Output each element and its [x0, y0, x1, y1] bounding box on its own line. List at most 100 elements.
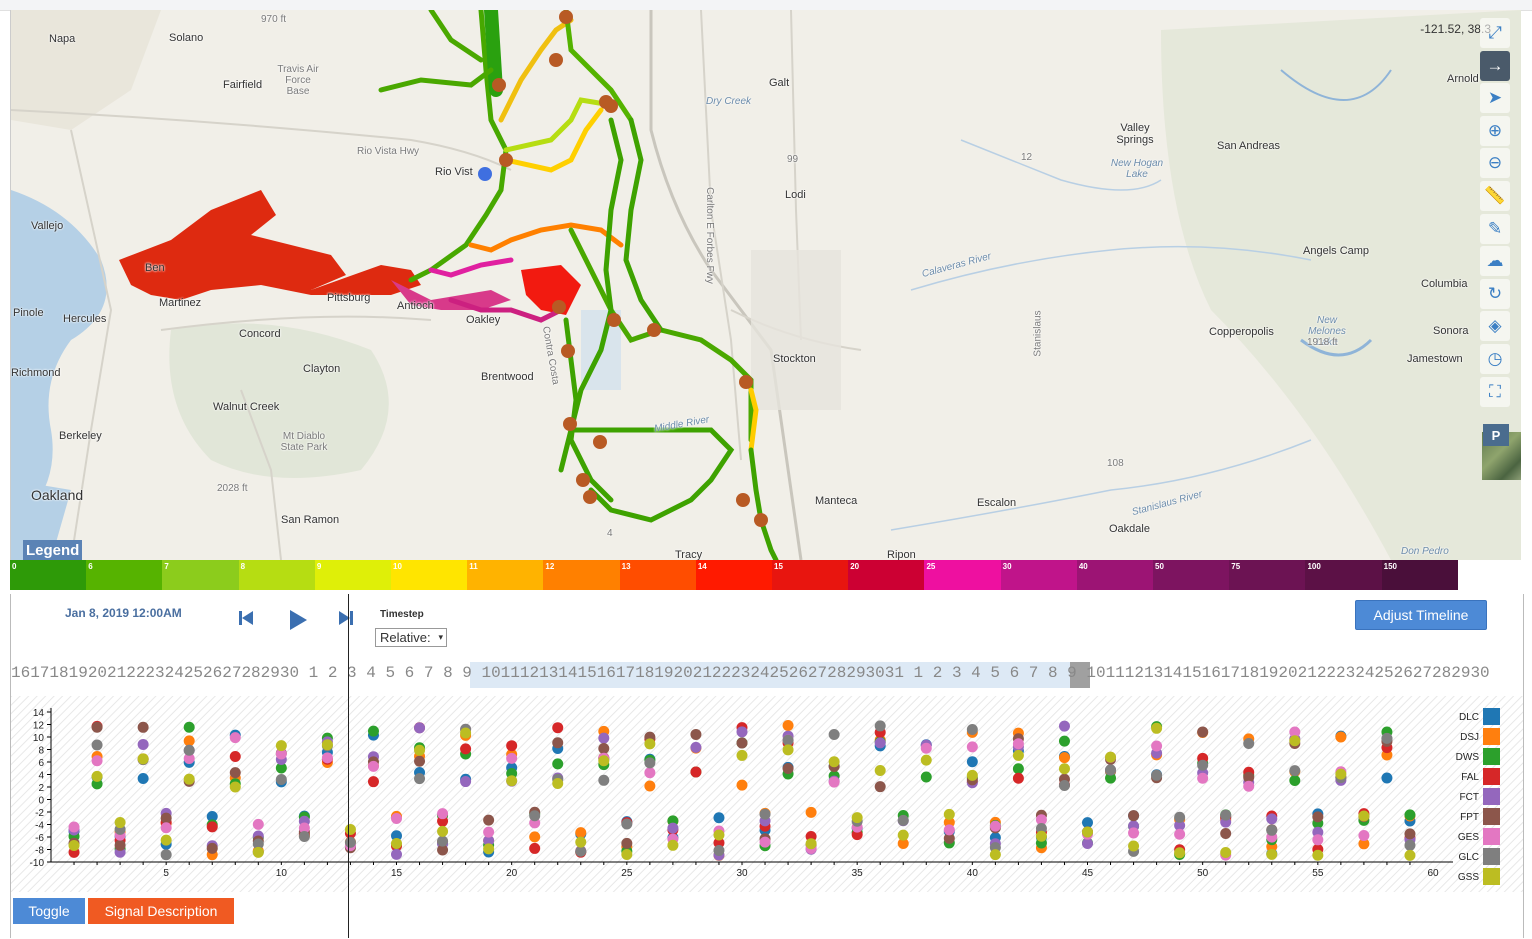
- map-label: Travis Air Force Base: [277, 64, 319, 97]
- y-tick-label: -2: [35, 808, 44, 819]
- data-point: [321, 739, 333, 751]
- data-point: [1381, 732, 1393, 744]
- legend-label: DWS: [1456, 752, 1480, 763]
- legend-label: FAL: [1461, 772, 1479, 783]
- data-point: [920, 742, 932, 754]
- refresh-icon[interactable]: ↻: [1480, 278, 1510, 309]
- map-label: Jamestown: [1407, 353, 1463, 365]
- timestep-value: Relative:: [380, 630, 431, 645]
- data-point: [1082, 817, 1093, 829]
- x-tick-label: 30: [736, 868, 748, 879]
- data-point: [575, 845, 587, 857]
- timeline-selected-range[interactable]: [470, 662, 1089, 688]
- data-point: [874, 720, 886, 732]
- data-point: [690, 741, 702, 753]
- fullscreen-icon[interactable]: ⤢: [1480, 18, 1510, 48]
- signal-description-button[interactable]: Signal Description: [88, 898, 234, 924]
- data-point: [1058, 779, 1070, 791]
- skip-forward-button[interactable]: [337, 608, 355, 634]
- data-point: [598, 755, 610, 767]
- data-point: [989, 849, 1001, 861]
- legend-swatch: [1483, 728, 1500, 745]
- adjust-timeline-button[interactable]: Adjust Timeline: [1355, 600, 1487, 630]
- timestep-select[interactable]: Relative: ▾: [375, 628, 447, 647]
- data-point: [1105, 751, 1117, 763]
- color-scale-label: 12: [545, 562, 555, 571]
- color-scale-label: 25: [926, 562, 936, 571]
- data-point: [1243, 737, 1255, 749]
- map-label: Sonora: [1433, 325, 1469, 337]
- color-scale-segment: 14: [695, 560, 773, 590]
- data-point: [1035, 830, 1047, 842]
- data-point: [598, 743, 610, 755]
- data-point: [529, 831, 541, 843]
- data-point: [321, 752, 333, 764]
- map-label: Brentwood: [481, 371, 534, 383]
- data-point: [1289, 726, 1301, 738]
- data-point: [275, 762, 287, 774]
- map-label: 2028 ft: [217, 483, 248, 494]
- map-label: 108: [1107, 458, 1124, 469]
- data-point: [1128, 810, 1140, 822]
- x-tick-label: 40: [967, 868, 979, 879]
- data-point: [920, 771, 932, 783]
- data-point: [1266, 813, 1278, 825]
- data-point: [828, 728, 840, 740]
- data-point: [1312, 811, 1324, 823]
- data-point: [437, 835, 449, 847]
- clock-icon[interactable]: ◷: [1480, 343, 1510, 374]
- zoom-out-icon[interactable]: ⊖: [1480, 148, 1510, 179]
- data-point: [483, 814, 495, 826]
- data-point: [644, 780, 656, 792]
- map-label: Oakland: [31, 487, 84, 503]
- color-scale-segment: 11: [467, 560, 544, 590]
- x-tick-label: 10: [276, 868, 288, 879]
- layers-icon[interactable]: ◈: [1480, 311, 1510, 342]
- color-scale-label: 0: [12, 562, 17, 571]
- timeline-handle[interactable]: [1070, 662, 1090, 688]
- data-point: [851, 829, 863, 841]
- data-point: [644, 767, 656, 779]
- map-label: Fairfield: [223, 79, 263, 91]
- time-cursor-line[interactable]: [348, 594, 349, 938]
- cloud-upload-icon[interactable]: ☁: [1480, 246, 1510, 277]
- data-point: [575, 836, 587, 848]
- zoom-in-icon[interactable]: ⊕: [1480, 115, 1510, 146]
- y-tick-label: -4: [35, 821, 44, 832]
- data-point: [1174, 828, 1186, 840]
- play-button[interactable]: [287, 608, 309, 638]
- legend-button[interactable]: Legend: [23, 540, 83, 560]
- basemap-toggle-button[interactable]: P: [1483, 424, 1509, 446]
- toggle-button[interactable]: Toggle: [13, 898, 85, 924]
- data-point: [966, 741, 978, 753]
- map-label: Oakley: [466, 314, 501, 326]
- data-point: [437, 825, 449, 837]
- data-point: [1289, 735, 1301, 747]
- skip-back-button[interactable]: [237, 608, 255, 634]
- arrow-right-icon[interactable]: →: [1480, 50, 1510, 81]
- data-point: [1358, 838, 1370, 850]
- timeline-panel: Jan 8, 2019 12:00AM Timestep Relative: ▾ …: [10, 594, 1524, 938]
- x-tick-label: 50: [1197, 868, 1209, 879]
- data-point: [598, 732, 610, 744]
- map-label: Napa: [49, 33, 76, 45]
- map-view[interactable]: Napa Solano 970 ft Travis Air Force Base…: [10, 10, 1521, 560]
- data-point: [828, 756, 840, 768]
- data-point: [1058, 752, 1070, 764]
- x-tick-label: 20: [506, 868, 518, 879]
- color-scale-label: 9: [316, 562, 322, 571]
- data-point: [137, 753, 149, 765]
- color-scale-label: 40: [1078, 562, 1088, 571]
- pencil-icon[interactable]: ✎: [1480, 213, 1510, 244]
- timeline-slider[interactable]: 161718192021222324252627282930 1 2 3 4 5…: [11, 660, 1523, 688]
- data-point: [1381, 772, 1393, 784]
- pointer-icon[interactable]: ➤: [1480, 83, 1510, 114]
- x-tick-label: 5: [163, 868, 169, 879]
- data-point: [252, 838, 264, 850]
- data-point: [414, 773, 426, 785]
- data-point: [1289, 765, 1301, 777]
- ruler-icon[interactable]: 📏: [1480, 180, 1510, 211]
- extent-icon[interactable]: ⛶: [1480, 376, 1510, 407]
- data-point: [91, 770, 103, 782]
- data-point: [437, 844, 449, 856]
